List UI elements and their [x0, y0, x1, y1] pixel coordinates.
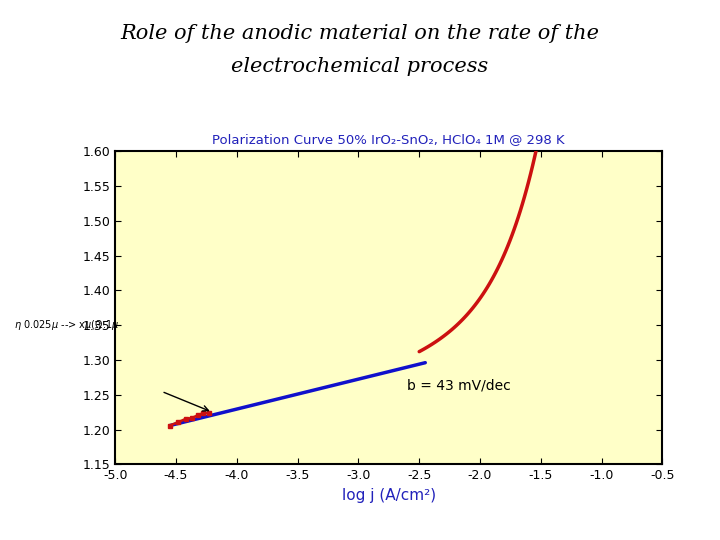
- Text: b = 43 mV/dec: b = 43 mV/dec: [407, 378, 510, 392]
- Title: Polarization Curve 50% IrO₂-SnO₂, HClO₄ 1M @ 298 K: Polarization Curve 50% IrO₂-SnO₂, HClO₄ …: [212, 133, 565, 146]
- Text: $\eta$ 0.025$\mu$ --> x$\mu$($\Omega$.1$\mu$: $\eta$ 0.025$\mu$ --> x$\mu$($\Omega$.1$…: [14, 318, 120, 332]
- Text: electrochemical process: electrochemical process: [231, 57, 489, 76]
- Text: Role of the anodic material on the rate of the: Role of the anodic material on the rate …: [120, 24, 600, 43]
- X-axis label: log j (A/cm²): log j (A/cm²): [342, 488, 436, 503]
